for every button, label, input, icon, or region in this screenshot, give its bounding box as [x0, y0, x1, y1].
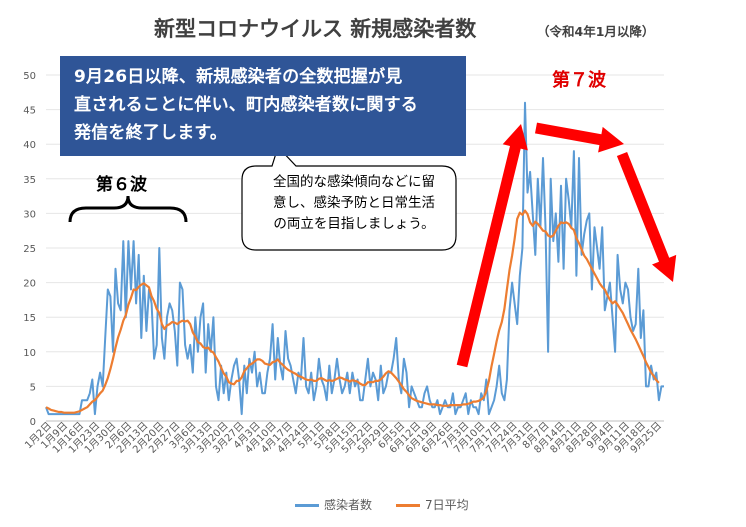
- legend-avg-label: 7日平均: [425, 498, 469, 512]
- wave7-label: 第７波: [552, 70, 606, 91]
- speech-bubble: [241, 145, 457, 251]
- speech-bubble-text: 全国的な感染傾向などに留 意し、感染予防と日常生活 の両立を目指しましょう。: [246, 172, 462, 235]
- chart-title: 新型コロナウイルス 新規感染者数: [154, 17, 477, 41]
- x-axis: 1月2日1月9日1月16日1月23日1月30日2月6日2月13日2月20日2月2…: [22, 420, 664, 456]
- y-tick-label: 25: [23, 244, 36, 255]
- bubble-line-3: の両立を目指しましょう。: [273, 216, 435, 232]
- y-tick-label: 15: [23, 313, 36, 324]
- y-tick-label: 35: [23, 175, 36, 186]
- wave7-arrow-flat: [535, 122, 624, 153]
- notice-line-2: 直されることに伴い、町内感染者数に関する: [74, 95, 418, 115]
- notice-box: 9月26日以降、新規感染者の全数把握が見 直されることに伴い、町内感染者数に関す…: [60, 56, 466, 156]
- legend-cases: 感染者数: [295, 496, 372, 513]
- series-line-avg: [45, 209, 660, 414]
- y-tick-label: 30: [23, 209, 36, 220]
- y-tick-label: 5: [30, 382, 36, 393]
- y-tick-label: 0: [30, 417, 36, 428]
- legend-avg: 7日平均: [396, 496, 469, 513]
- y-tick-label: 50: [23, 71, 36, 82]
- notice-line-3: 発信を終了します。: [74, 123, 228, 143]
- legend-cases-label: 感染者数: [324, 498, 373, 512]
- y-tick-label: 40: [23, 140, 36, 151]
- chart-subtitle: （令和4年1月以降）: [537, 24, 654, 39]
- legend-avg-swatch: [396, 504, 420, 507]
- y-axis: 0 5 10 15 20 25 30 35 40 45 50: [23, 71, 36, 428]
- bubble-line-2: 意し、感染予防と日常生活: [273, 195, 435, 211]
- wave6-brace-shape: [68, 195, 188, 223]
- wave6-label: 第６波: [96, 175, 147, 195]
- y-tick-label: 45: [23, 106, 36, 117]
- speech-bubble-shape: [241, 145, 457, 251]
- wave7-arrow-up: [456, 124, 528, 368]
- y-tick-label: 10: [23, 348, 36, 359]
- plot-area: [45, 101, 664, 416]
- bubble-line-1: 全国的な感染傾向などに留: [273, 174, 435, 190]
- notice-line-1: 9月26日以降、新規感染者の全数把握が見: [74, 67, 403, 87]
- wave7-arrow-down: [616, 152, 677, 282]
- wave6-brace: [68, 195, 188, 223]
- legend-cases-swatch: [295, 504, 319, 507]
- y-tick-label: 20: [23, 279, 36, 290]
- wave7-arrows: [456, 122, 677, 368]
